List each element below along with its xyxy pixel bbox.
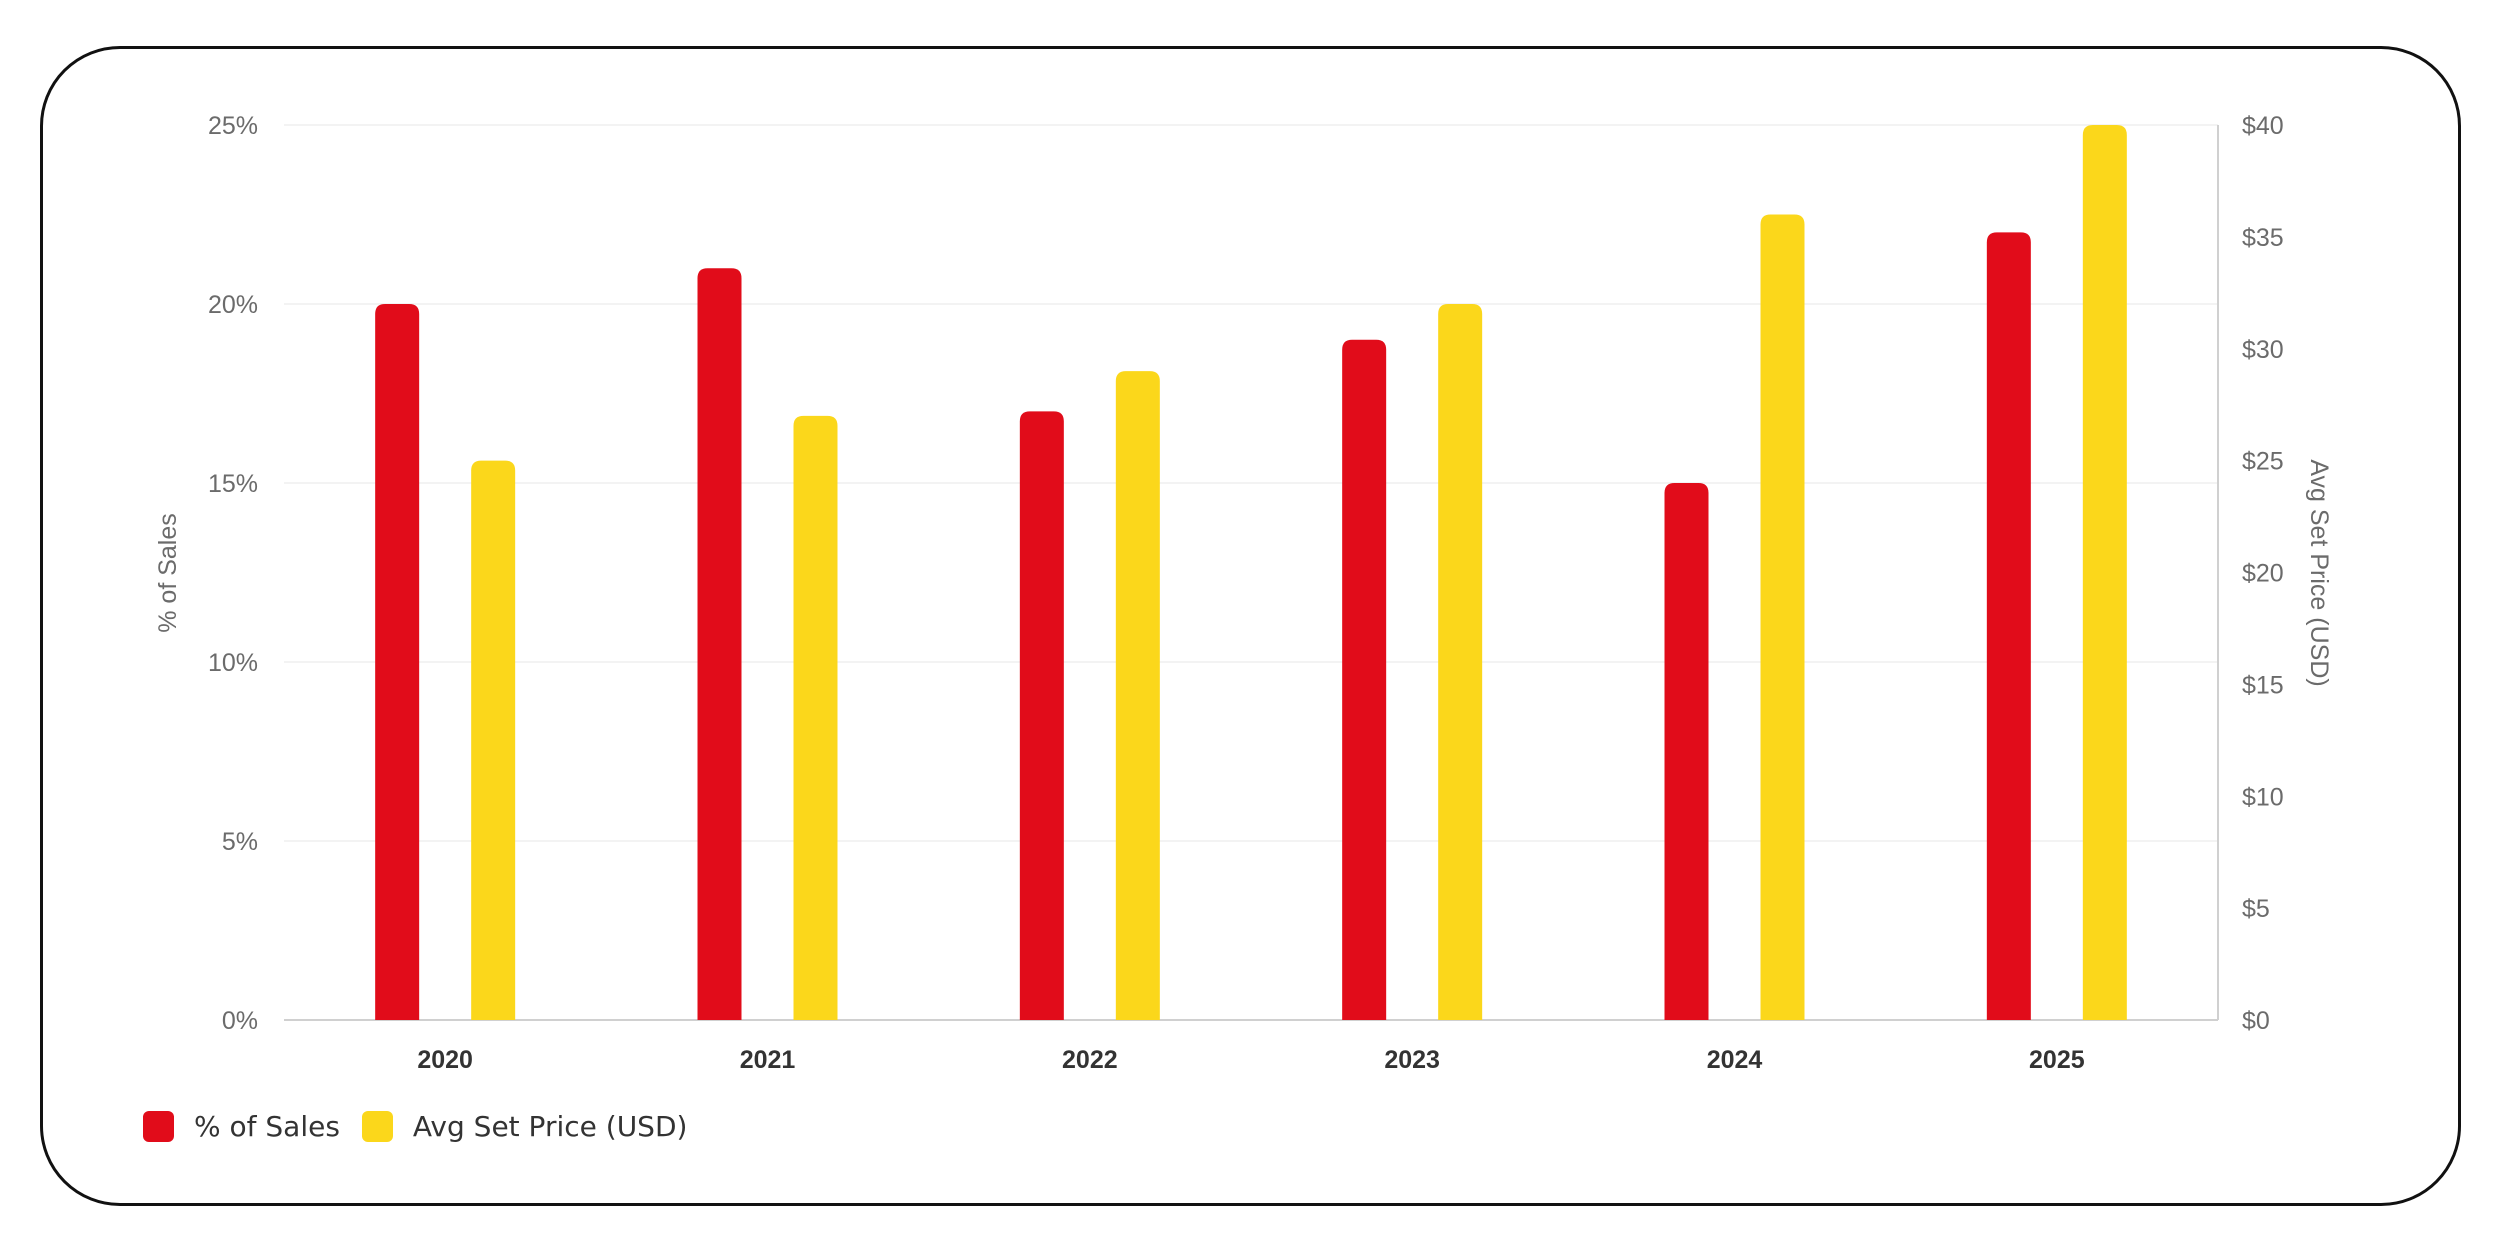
left-tick-label: 25% xyxy=(208,112,258,140)
sales-bar-2023 xyxy=(1342,339,1387,1020)
x-axis-ticks: 2020 2021 2022 2023 2024 2025 xyxy=(417,1046,2084,1074)
right-tick-label: $15 xyxy=(2242,671,2284,699)
legend-item-sales[interactable]: % of Sales xyxy=(143,1110,340,1143)
legend-swatch-price xyxy=(361,1111,393,1142)
right-tick-label: $35 xyxy=(2242,224,2284,252)
x-tick-label: 2023 xyxy=(1384,1046,1440,1074)
right-tick-label: $20 xyxy=(2242,560,2284,588)
price-bar-2023 xyxy=(1438,304,1483,1020)
right-axis-ticks: $0 $5 $10 $15 $20 $25 $30 $35 $40 xyxy=(2242,112,2284,1035)
legend-label-price: Avg Set Price (USD) xyxy=(412,1110,688,1143)
price-bar-2020 xyxy=(471,460,516,1020)
left-axis-ticks: 0% 5% 10% 15% 20% 25% xyxy=(208,112,258,1035)
right-tick-label: $25 xyxy=(2242,448,2284,476)
right-axis-title: Avg Set Price (USD) xyxy=(2305,459,2333,686)
x-tick-label: 2020 xyxy=(417,1046,473,1074)
legend-item-price[interactable]: Avg Set Price (USD) xyxy=(361,1110,688,1143)
right-tick-label: $0 xyxy=(2242,1007,2270,1035)
price-bar-2024 xyxy=(1760,214,1805,1020)
left-axis-title: % of Sales xyxy=(154,513,182,633)
legend: % of Sales Avg Set Price (USD) xyxy=(143,1110,709,1143)
right-tick-label: $5 xyxy=(2242,895,2270,923)
x-tick-label: 2025 xyxy=(2029,1046,2085,1074)
right-tick-label: $10 xyxy=(2242,783,2284,811)
x-tick-label: 2024 xyxy=(1707,1046,1763,1074)
sales-bar-2024 xyxy=(1664,483,1709,1020)
bars xyxy=(375,125,2127,1020)
price-bar-2025 xyxy=(2082,125,2127,1020)
legend-label-sales: % of Sales xyxy=(194,1110,340,1143)
sales-bar-2021 xyxy=(697,268,742,1020)
x-tick-label: 2021 xyxy=(740,1046,796,1074)
left-tick-label: 0% xyxy=(222,1007,258,1035)
right-tick-label: $40 xyxy=(2242,112,2284,140)
chart-card xyxy=(40,46,2461,1206)
price-bar-2021 xyxy=(793,415,838,1020)
legend-swatch-sales xyxy=(143,1111,174,1142)
gridlines xyxy=(284,124,2218,842)
left-tick-label: 10% xyxy=(208,649,258,677)
left-tick-label: 15% xyxy=(208,470,258,498)
price-bar-2022 xyxy=(1115,371,1160,1020)
x-tick-label: 2022 xyxy=(1062,1046,1118,1074)
sales-bar-2022 xyxy=(1019,411,1064,1020)
left-tick-label: 5% xyxy=(222,828,258,856)
right-tick-label: $30 xyxy=(2242,336,2284,364)
sales-bar-2025 xyxy=(1986,232,2031,1020)
left-tick-label: 20% xyxy=(208,291,258,319)
sales-bar-2020 xyxy=(375,304,420,1020)
